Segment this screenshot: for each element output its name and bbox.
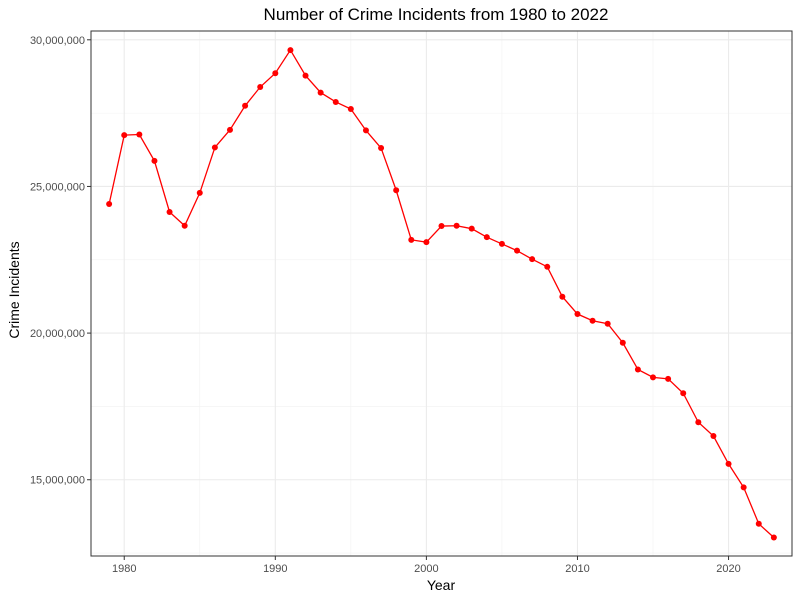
data-point bbox=[347, 106, 354, 113]
data-point bbox=[196, 189, 203, 196]
x-tick-label: 2020 bbox=[716, 563, 740, 575]
data-point bbox=[483, 234, 490, 241]
x-tick-label: 2000 bbox=[414, 563, 438, 575]
data-point bbox=[725, 460, 732, 467]
data-point bbox=[242, 102, 249, 109]
data-point bbox=[468, 225, 475, 232]
y-tick-label: 25,000,000 bbox=[30, 181, 85, 193]
chart-title: Number of Crime Incidents from 1980 to 2… bbox=[264, 5, 609, 24]
data-point bbox=[211, 144, 218, 151]
axes: 1980 1990 2000 2010 2020 15,000,000 20,000,000… bbox=[30, 35, 741, 575]
data-point bbox=[106, 201, 113, 208]
data-point bbox=[755, 520, 762, 527]
data-point bbox=[574, 311, 581, 318]
data-point bbox=[166, 208, 173, 215]
data-point bbox=[317, 89, 324, 96]
data-point bbox=[136, 131, 143, 138]
data-point bbox=[695, 419, 702, 426]
data-point bbox=[226, 126, 233, 133]
gridlines bbox=[91, 31, 792, 556]
data-point bbox=[619, 339, 626, 346]
data-point bbox=[710, 433, 717, 440]
data-point bbox=[453, 222, 460, 229]
data-point bbox=[332, 98, 339, 105]
y-axis-title: Crime Incidents bbox=[6, 241, 22, 338]
data-point bbox=[393, 187, 400, 194]
data-point bbox=[287, 47, 294, 54]
y-tick-label: 15,000,000 bbox=[30, 475, 85, 487]
series-line bbox=[108, 48, 775, 539]
data-point bbox=[559, 293, 566, 300]
data-point bbox=[423, 239, 430, 246]
data-point bbox=[378, 145, 385, 152]
data-point bbox=[544, 263, 551, 270]
data-series bbox=[106, 47, 777, 541]
data-point bbox=[740, 484, 747, 491]
data-point bbox=[272, 70, 279, 77]
x-axis-title: Year bbox=[427, 577, 456, 593]
data-point bbox=[680, 390, 687, 397]
data-point bbox=[770, 534, 777, 541]
data-point bbox=[408, 236, 415, 243]
data-point bbox=[665, 375, 672, 382]
data-point bbox=[257, 84, 264, 91]
data-point bbox=[181, 222, 188, 229]
y-tick-label: 30,000,000 bbox=[30, 35, 85, 47]
x-tick-label: 1980 bbox=[112, 563, 136, 575]
data-point bbox=[650, 374, 657, 381]
data-point bbox=[121, 132, 128, 139]
x-tick-label: 2010 bbox=[565, 563, 589, 575]
y-tick-label: 20,000,000 bbox=[30, 328, 85, 340]
data-point bbox=[498, 240, 505, 247]
data-point bbox=[634, 366, 641, 373]
data-point bbox=[604, 320, 611, 327]
data-point bbox=[514, 247, 521, 254]
data-point bbox=[438, 223, 445, 230]
data-point bbox=[151, 157, 158, 164]
data-point bbox=[589, 317, 596, 324]
data-point bbox=[302, 72, 309, 79]
data-point bbox=[362, 127, 369, 134]
plot-panel-border bbox=[90, 30, 793, 557]
x-tick-label: 1990 bbox=[263, 563, 287, 575]
data-point bbox=[529, 256, 536, 263]
